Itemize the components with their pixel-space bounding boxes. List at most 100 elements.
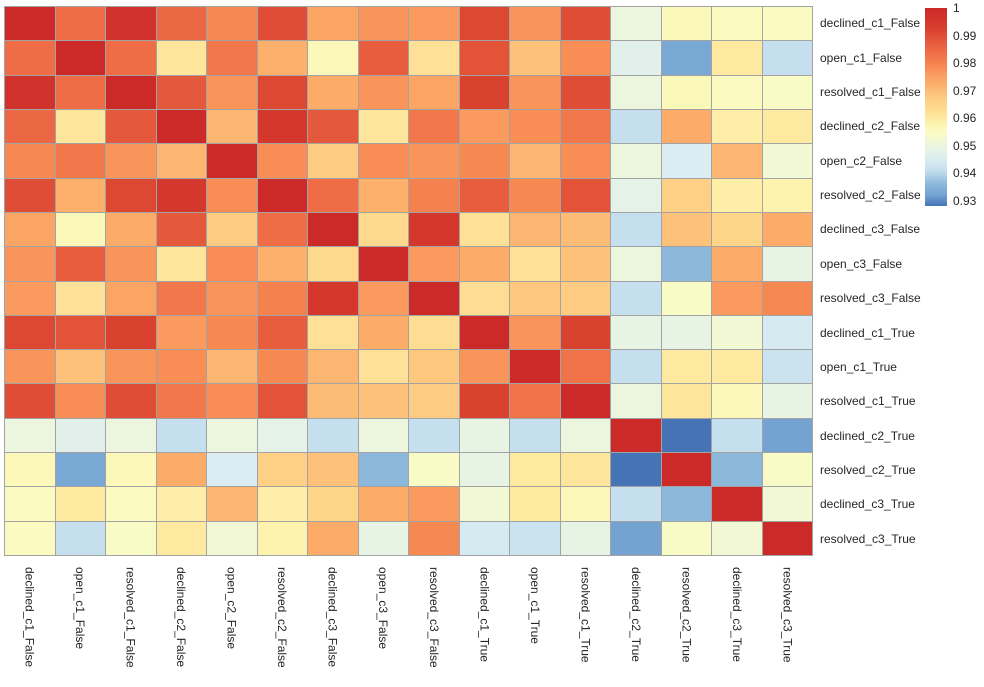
heatmap-cell xyxy=(712,487,762,521)
heatmap-cell xyxy=(106,418,156,453)
heatmap-cell xyxy=(409,144,459,178)
colorbar xyxy=(925,8,947,206)
heatmap-cell xyxy=(156,487,206,521)
heatmap-cell xyxy=(5,281,55,315)
heatmap-cell xyxy=(560,109,610,144)
heatmap-cell xyxy=(712,75,762,109)
column-label-text: declined_c1_False xyxy=(22,567,37,668)
heatmap-cell xyxy=(308,350,358,384)
row-label: resolved_c2_False xyxy=(820,188,921,203)
heatmap-cell xyxy=(611,144,661,178)
heatmap-cell xyxy=(257,281,307,315)
heatmap-cell xyxy=(762,315,812,350)
heatmap-cell xyxy=(358,487,408,521)
heatmap-cell xyxy=(560,487,610,521)
heatmap-cell xyxy=(106,521,156,555)
heatmap-cell xyxy=(611,247,661,281)
heatmap-cell xyxy=(156,247,206,281)
heatmap-cell xyxy=(257,487,307,521)
heatmap-cell xyxy=(55,487,105,521)
heatmap-cell xyxy=(611,487,661,521)
heatmap-cell xyxy=(712,453,762,487)
heatmap-cell xyxy=(156,7,206,41)
heatmap-cell xyxy=(762,75,812,109)
heatmap-cell xyxy=(207,487,257,521)
heatmap-cell xyxy=(661,521,711,555)
heatmap-cell xyxy=(257,384,307,418)
heatmap-cell xyxy=(459,418,509,453)
heatmap-cell xyxy=(762,521,812,555)
heatmap-cell xyxy=(712,178,762,212)
heatmap-cell xyxy=(5,418,55,453)
heatmap-cell xyxy=(459,75,509,109)
heatmap-cell xyxy=(611,178,661,212)
heatmap-cell xyxy=(308,418,358,453)
heatmap-cell xyxy=(308,384,358,418)
heatmap-cell xyxy=(459,212,509,247)
row-label: resolved_c2_True xyxy=(820,463,916,478)
heatmap-cell xyxy=(762,7,812,41)
heatmap-cell xyxy=(510,41,560,75)
heatmap-cell xyxy=(459,384,509,418)
heatmap-cell xyxy=(762,453,812,487)
heatmap-cell xyxy=(308,144,358,178)
heatmap-cell xyxy=(358,144,408,178)
heatmap-cell xyxy=(661,315,711,350)
column-label-text: resolved_c2_True xyxy=(679,567,694,663)
heatmap-cell xyxy=(5,453,55,487)
heatmap-cell xyxy=(762,212,812,247)
heatmap-cell xyxy=(55,453,105,487)
heatmap-cell xyxy=(560,144,610,178)
heatmap-cell xyxy=(156,521,206,555)
heatmap-cell xyxy=(55,418,105,453)
column-label-text: open_c1_False xyxy=(72,567,87,650)
heatmap-cell xyxy=(510,453,560,487)
heatmap-cell xyxy=(409,384,459,418)
heatmap-cell xyxy=(358,453,408,487)
heatmap-cell xyxy=(156,315,206,350)
heatmap-cell xyxy=(560,41,610,75)
heatmap-cell xyxy=(207,453,257,487)
heatmap-cell xyxy=(712,281,762,315)
heatmap-cell xyxy=(409,418,459,453)
heatmap-cell xyxy=(156,418,206,453)
heatmap-cell xyxy=(308,75,358,109)
row-label: resolved_c1_True xyxy=(820,394,916,409)
heatmap-cell xyxy=(661,281,711,315)
column-label: open_c1_False xyxy=(55,567,106,685)
heatmap-cell xyxy=(358,7,408,41)
x-axis-labels: declined_c1_False open_c1_False resolved_c… xyxy=(4,567,813,685)
column-label-text: resolved_c3_True xyxy=(780,567,795,663)
heatmap-cell xyxy=(358,418,408,453)
heatmap-cell xyxy=(510,7,560,41)
heatmap-cell xyxy=(661,453,711,487)
heatmap-cell xyxy=(560,315,610,350)
heatmap-cell xyxy=(510,521,560,555)
column-label: open_c3_False xyxy=(358,567,409,685)
heatmap-cell xyxy=(308,247,358,281)
heatmap-cell xyxy=(308,178,358,212)
heatmap-cell xyxy=(409,178,459,212)
heatmap-cell xyxy=(611,453,661,487)
heatmap-cell xyxy=(308,41,358,75)
heatmap-cell xyxy=(661,75,711,109)
heatmap-cell xyxy=(560,453,610,487)
heatmap-cell xyxy=(762,144,812,178)
heatmap-cell xyxy=(762,418,812,453)
heatmap-cell xyxy=(55,7,105,41)
heatmap-cell xyxy=(55,212,105,247)
column-label: declined_c3_False xyxy=(307,567,358,685)
heatmap-cell xyxy=(5,212,55,247)
heatmap-cell xyxy=(5,178,55,212)
y-axis-labels: declined_c1_False open_c1_False resolved_c… xyxy=(820,6,980,556)
heatmap-cell xyxy=(207,418,257,453)
heatmap-cell xyxy=(409,350,459,384)
heatmap-cell xyxy=(459,487,509,521)
heatmap-cell xyxy=(358,41,408,75)
heatmap-cell xyxy=(5,350,55,384)
heatmap-cell xyxy=(712,384,762,418)
heatmap-cell xyxy=(257,350,307,384)
colorbar-tick-label: 0.99 xyxy=(953,28,977,43)
column-label-text: resolved_c3_False xyxy=(426,567,441,668)
row-label: open_c3_False xyxy=(820,256,903,271)
